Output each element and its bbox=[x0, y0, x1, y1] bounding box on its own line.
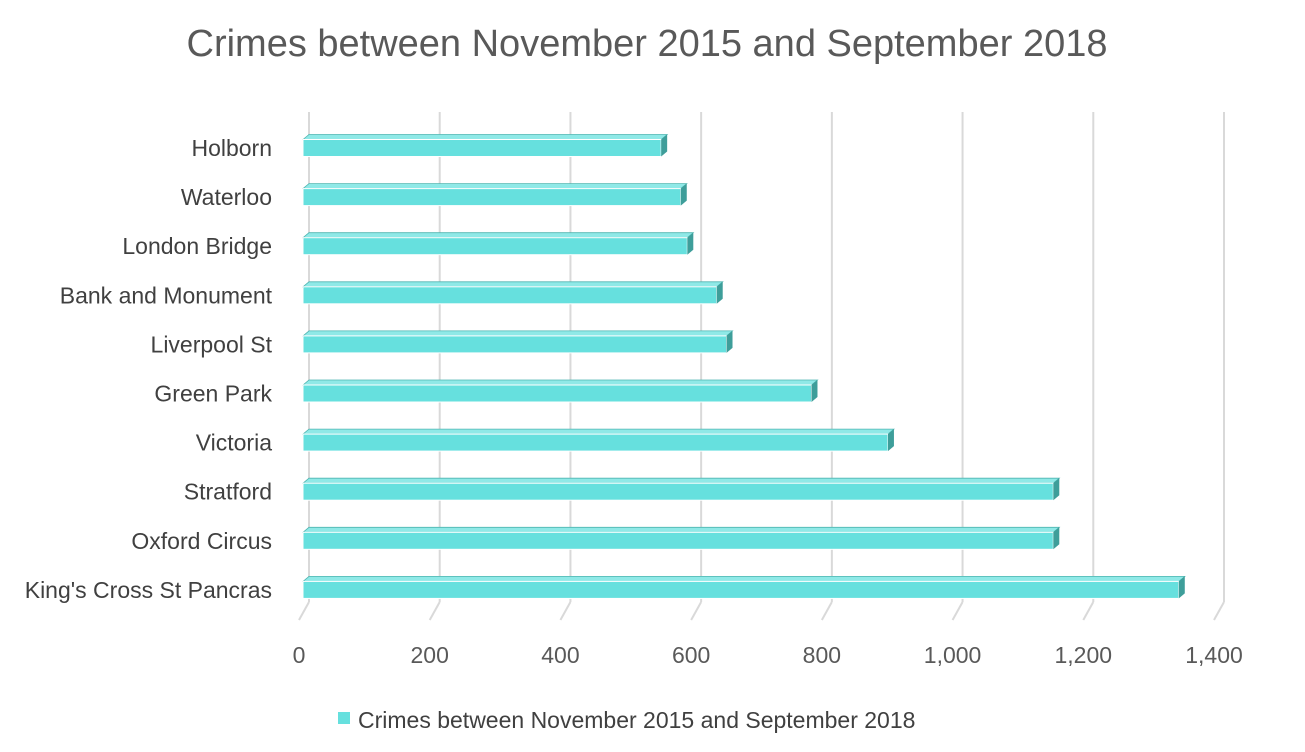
bar bbox=[301, 281, 724, 305]
category-label: Stratford bbox=[184, 479, 272, 505]
x-tick-label: 1,200 bbox=[1055, 642, 1113, 668]
bar bbox=[301, 134, 669, 157]
legend-swatch bbox=[338, 712, 350, 724]
x-tick-label: 800 bbox=[803, 642, 841, 668]
category-labels: Holborn Waterloo London Bridge Bank and Mon… bbox=[25, 135, 273, 603]
bar bbox=[301, 183, 688, 207]
category-label: King's Cross St Pancras bbox=[25, 577, 272, 603]
legend-label: Crimes between November 2015 and Septemb… bbox=[358, 707, 915, 733]
bars bbox=[301, 134, 1186, 599]
x-tick-label: 1,000 bbox=[924, 642, 982, 668]
bar bbox=[301, 477, 1061, 501]
x-tick-label: 200 bbox=[411, 642, 449, 668]
x-axis-tick-labels: 0 200 400 600 800 1,000 1,200 1,400 bbox=[293, 642, 1243, 668]
gridline bbox=[820, 112, 833, 621]
x-tick-label: 600 bbox=[672, 642, 710, 668]
bar bbox=[301, 232, 695, 256]
category-label: Victoria bbox=[196, 430, 272, 456]
chart-title: Crimes between November 2015 and Septemb… bbox=[187, 23, 1108, 65]
category-label: Bank and Monument bbox=[60, 282, 273, 308]
category-label: Green Park bbox=[154, 381, 272, 407]
bar bbox=[301, 526, 1061, 550]
category-label: Oxford Circus bbox=[131, 528, 272, 554]
x-tick-label: 0 bbox=[293, 642, 306, 668]
legend: Crimes between November 2015 and Septemb… bbox=[338, 707, 915, 733]
gridline bbox=[951, 112, 964, 621]
x-tick-label: 1,400 bbox=[1185, 642, 1243, 668]
bar bbox=[301, 330, 734, 354]
gridline bbox=[1213, 112, 1225, 621]
gridline bbox=[1082, 112, 1095, 621]
bar bbox=[301, 379, 819, 403]
category-label: Liverpool St bbox=[151, 331, 273, 357]
category-label: London Bridge bbox=[122, 233, 272, 259]
x-tick-label: 400 bbox=[541, 642, 579, 668]
category-label: Waterloo bbox=[181, 184, 272, 210]
gridline bbox=[690, 112, 703, 621]
category-label: Holborn bbox=[191, 135, 272, 161]
bar bbox=[301, 428, 896, 452]
bar bbox=[301, 576, 1186, 599]
